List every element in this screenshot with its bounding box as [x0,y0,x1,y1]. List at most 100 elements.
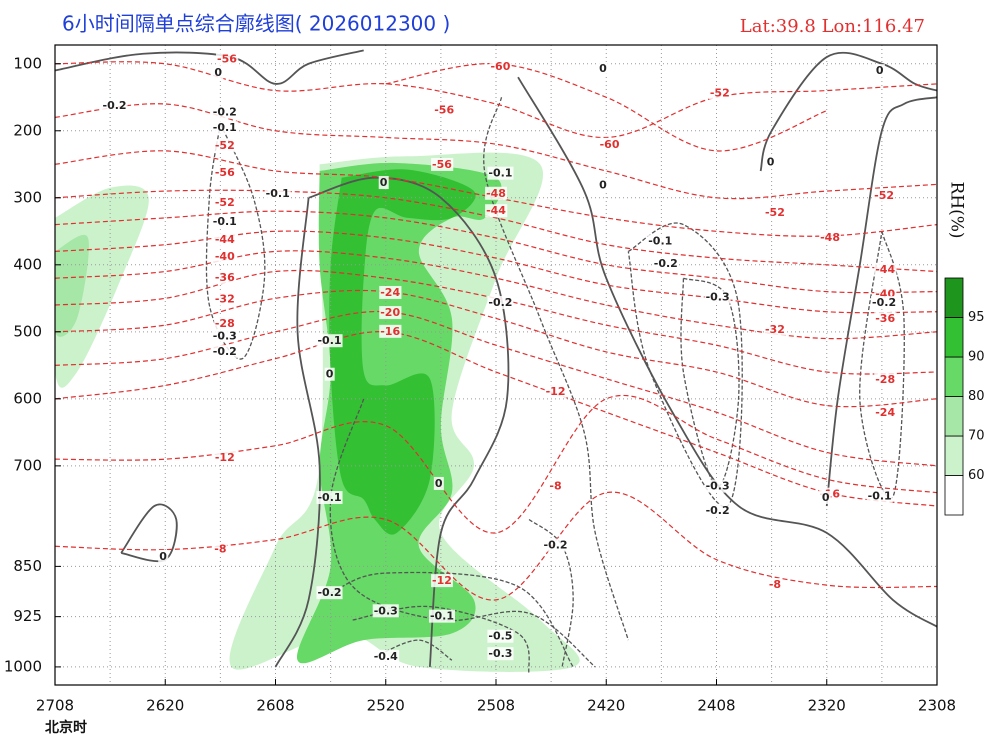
contour-label: -0.2 [213,106,237,119]
isotherm [55,289,937,408]
contour-label: -0.2 [654,257,678,270]
isotherm-label-bg [431,574,453,588]
contour-label-bg [211,105,238,119]
isotherm-label: -48 [820,231,840,244]
isotherm-label-bg [874,312,897,326]
contour-label-bg [433,476,444,490]
contour-label-bg [213,66,224,80]
contour-label-bg [316,491,343,505]
isotherm [55,310,937,467]
isotherm [385,63,827,152]
contour-label: -0.1 [648,234,672,247]
colorbar-tick-label: 90 [968,350,985,365]
colorbar-box [944,356,964,397]
x-tick-label: 2708 [36,697,74,715]
isotherm-label-bg [213,196,236,210]
contour-label-bg [542,538,569,552]
contour-label: -0.1 [488,167,512,180]
contour-label-bg [652,257,679,271]
x-tick-label: 2408 [697,697,735,715]
x-tick-label: 2620 [146,697,184,715]
colorbar-box [944,277,964,318]
isotherm-label: -12 [546,385,566,398]
contour-label: -0.2 [872,296,896,309]
y-tick-label: 400 [13,255,42,273]
contour-label: -0.3 [488,647,512,660]
isotherm [55,189,937,273]
contour-label-bg [316,334,343,348]
isotherm [55,394,937,534]
contour-label-bg [820,491,831,505]
contour-label: 0 [159,550,167,563]
contour-label: -0.2 [706,504,730,517]
isotherm-label: -44 [486,204,506,217]
isotherm-label-bg [548,479,563,493]
contour-label: -0.3 [706,480,730,493]
isotherm [55,250,937,340]
contour-line [330,571,574,668]
contour-label: -0.2 [544,539,568,552]
contour-label-bg [211,214,238,228]
contour-label: -0.3 [213,330,237,343]
contour-label-bg [101,98,128,112]
contour-line [759,51,937,172]
isotherm [55,491,937,601]
isotherm-label-bg [767,578,783,592]
isotherm-label-bg [485,186,507,200]
isotherm-label-bg [431,157,454,171]
location: Lat:39.8 Lon:116.47 [740,16,925,37]
isotherm-label: -12 [432,574,452,587]
contour-label: 0 [326,368,334,381]
isotherm-label-bg [213,166,237,179]
contour-label-bg [487,166,514,180]
isotherm-label: -24 [380,286,400,299]
contour-label-bg [487,647,514,661]
isotherm-label: -36 [215,271,235,284]
contour-label-bg [316,586,343,600]
contour-label: -0.2 [317,586,341,599]
colorbar-label: RH(%) [947,181,967,238]
isotherm [55,331,937,507]
rh-region [329,169,476,535]
contour-label-bg [647,234,674,248]
isotherm-label: -52 [710,86,730,99]
colorbar-tick-label: 80 [968,389,985,404]
contour-line [528,518,574,668]
isotherm-label-bg [873,188,896,202]
colorbar-box [944,435,964,476]
isotherm-label: -36 [875,312,895,325]
contour-label: -0.1 [868,490,892,503]
isotherm-label: -60 [600,138,620,151]
isotherm [55,230,937,314]
contour-label: 0 [599,179,607,192]
contour-label-bg [598,178,609,192]
isotherm-label-bg [763,206,786,220]
isotherm-label-bg [598,137,621,151]
isotherm-label: -56 [217,53,237,66]
y-tick-label: 600 [13,389,42,407]
contour-line [825,96,937,507]
x-tick-label: 2420 [587,697,625,715]
contour-label-bg [487,629,514,643]
isotherm-label: -44 [875,263,895,276]
y-tick-label: 850 [13,557,42,575]
colorbar-tick-label: 60 [968,468,985,483]
x-tick-label: 2508 [477,697,515,715]
y-tick-label: 100 [13,54,42,72]
colorbar-tick-label: 70 [968,429,985,444]
contour-label: -0.1 [266,187,290,200]
isotherm-label-bg [213,450,236,464]
isotherm-label: -52 [215,139,235,152]
isotherm-label: -24 [875,406,895,419]
isotherm [55,210,937,294]
contour-label-bg [866,489,893,503]
contour-label: -0.4 [374,650,398,663]
isotherm-label: -28 [215,317,235,330]
isotherm-label: -56 [215,166,235,179]
isotherm [55,103,937,200]
isotherm-label-bg [485,204,508,218]
x-tick-label: 2520 [367,697,405,715]
contour-label: -0.2 [213,345,237,358]
isotherm-label: -28 [875,373,895,386]
isotherm-label-bg [213,542,228,556]
